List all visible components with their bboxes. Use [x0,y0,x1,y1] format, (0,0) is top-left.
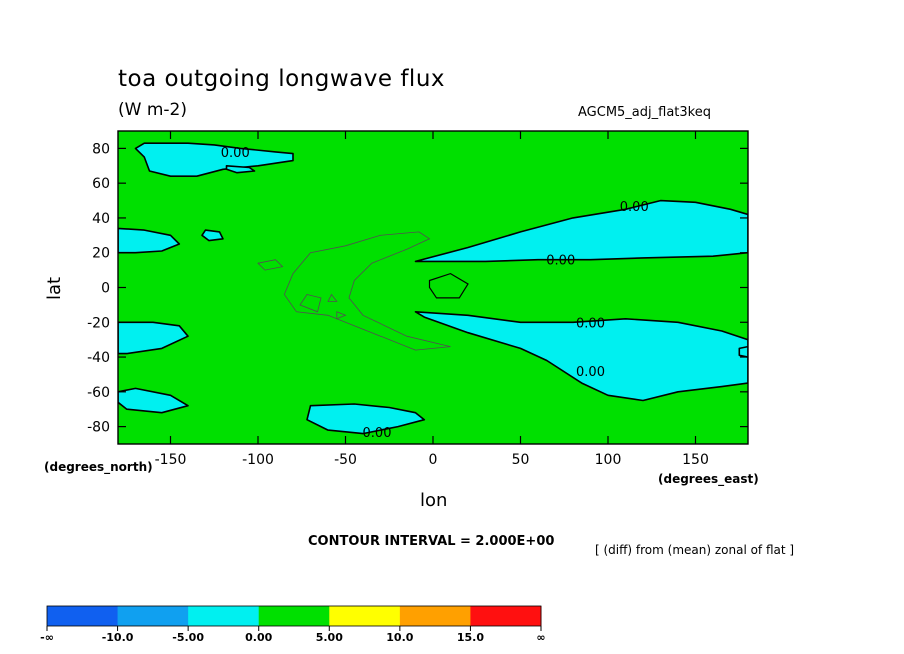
contour-interval: CONTOUR INTERVAL = 2.000E+00 [308,534,555,549]
contour-label-1: 0.00 [620,200,649,215]
units-label: (W m-2) [118,100,187,120]
y-tick-label-0: 80 [92,141,110,157]
negative-region-south-west-band [118,321,189,355]
colorbar-label-6: 15.0 [457,631,484,644]
y-tick-label-3: 20 [92,246,110,262]
colorbar-label-7: ∞ [536,631,545,644]
colorbar-swatch-6 [470,606,542,626]
negative-region-north-pacific-high-lat [134,142,294,177]
contour-gray-contour-b [257,259,284,271]
x-axis-label: lon [420,490,448,511]
colorbar-label-4: 5.00 [316,631,343,644]
colorbar-label-5: 10.0 [386,631,413,644]
x-tick-label-4: 50 [512,452,530,468]
y-tick-label-8: -80 [87,420,110,436]
colorbar-swatch-2 [188,606,260,626]
negative-region-east-tiny [738,345,748,358]
y-tick-label-5: -20 [87,315,110,331]
y-unit-label: (degrees_north) [44,460,153,474]
x-tick-label-6: 150 [682,452,709,468]
y-tick-label-2: 40 [92,211,110,227]
y-tick-label-4: 0 [101,281,110,297]
negative-region-north-africa-asia-band [414,199,748,263]
negative-region-south-east-band [414,310,748,402]
colorbar-label-1: -10.0 [102,631,134,644]
contour-label-4: 0.00 [576,365,605,380]
y-tick-label-6: -40 [87,350,110,366]
colorbar-frame [46,605,542,627]
colorbar-label-0: -∞ [40,631,54,644]
colorbar-swatch-0 [47,606,119,626]
x-unit-label: (degrees_east) [658,472,759,486]
colorbar-swatch-4 [329,606,401,626]
y-tick-label-7: -60 [87,385,110,401]
colorbar-label-2: -5.00 [172,631,204,644]
colorbar-swatch-5 [399,606,471,626]
contour-gray-contour-c [299,294,322,313]
contour-label-3: 0.00 [576,316,605,331]
colorbar-swatch-1 [117,606,189,626]
x-tick-label-3: 0 [429,452,438,468]
x-tick-label-1: -100 [242,452,274,468]
x-tick-label-5: 100 [595,452,622,468]
diff-subtitle: [ (diff) from (mean) zonal of flat ] [595,543,795,557]
contour-dark-contour-f [428,272,469,299]
colorbar-swatch-3 [258,606,330,626]
model-label: AGCM5_adj_flat3keq [578,105,711,120]
y-tick-label-1: 60 [92,176,110,192]
contour-gray-contour-e [336,311,347,320]
chart-title: toa outgoing longwave flux [118,66,446,92]
negative-region-south-west-lower [118,387,189,414]
contour-label-0: 0.00 [221,146,250,161]
contour-gray-contour-d [327,293,338,302]
colorbar-label-3: 0.00 [245,631,272,644]
negative-region-north-small-island [225,165,256,174]
contour-label-2: 0.00 [546,254,575,269]
negative-region-north-tiny-blob [201,229,224,242]
x-tick-label-2: -50 [334,452,357,468]
x-tick-label-0: -150 [155,452,187,468]
contour-gray-contour-a [283,231,451,351]
negative-region-antarctic-blob [306,403,426,435]
contour-label-5: 0.00 [363,426,392,441]
